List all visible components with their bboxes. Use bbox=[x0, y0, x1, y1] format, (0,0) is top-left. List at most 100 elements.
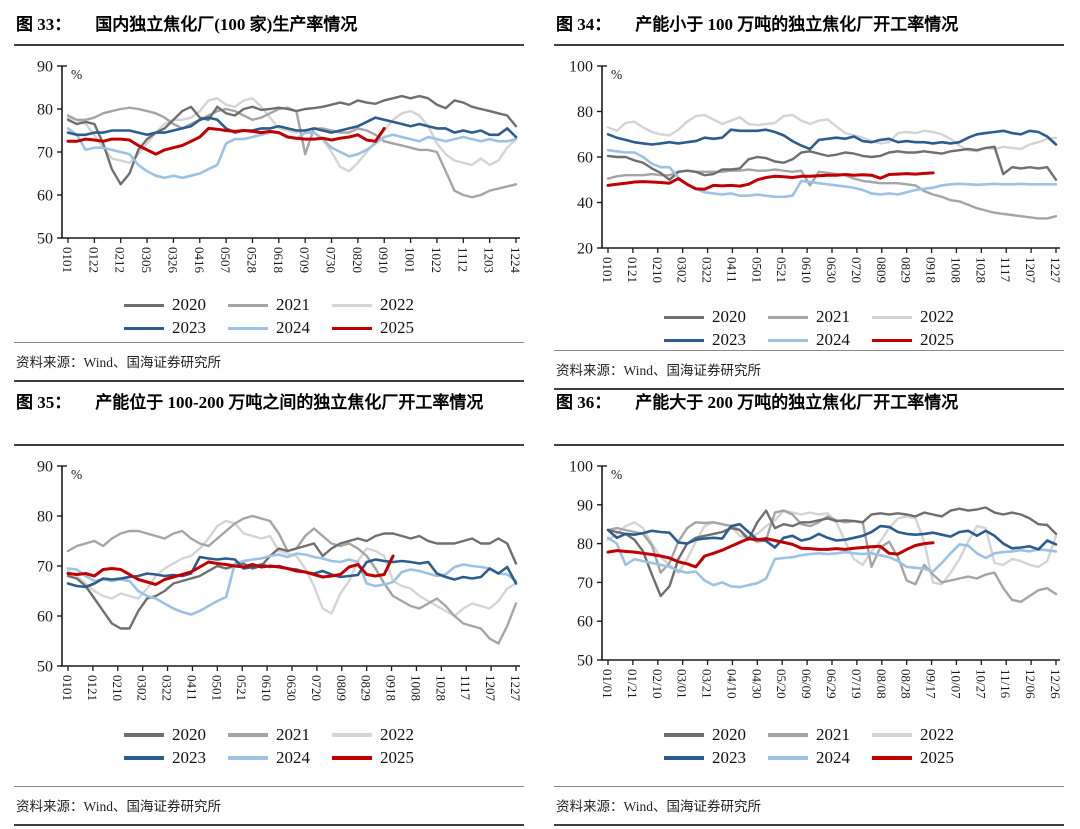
x-tick-label: 1112 bbox=[455, 247, 470, 272]
legend-line-swatch-2021 bbox=[228, 303, 268, 308]
x-tick-label: 1224 bbox=[508, 247, 523, 274]
y-tick-label: 20 bbox=[577, 241, 593, 258]
chart-canvas: 50 60 70 80 90 0101 0122 0212 0305 0326 0416 0507 05… bbox=[37, 59, 523, 274]
source-note: 资料来源：Wind、国海证券研究所 bbox=[14, 342, 524, 382]
x-tick-label: 0101 bbox=[60, 247, 75, 273]
legend-item-label: 2025 bbox=[920, 330, 954, 350]
y-tick-label: 90 bbox=[577, 497, 593, 514]
figure-title-text: 产能位于 100-200 万吨之间的独立焦化厂开工率情况 bbox=[95, 393, 484, 412]
series-line-2023 bbox=[606, 128, 1058, 151]
legend-item-label: 2023 bbox=[172, 748, 206, 767]
legend-item-label: 2023 bbox=[712, 748, 746, 767]
chart-area-35: 50 60 70 80 90 0101 0121 0210 0302 0322 0411 0501 05… bbox=[14, 452, 524, 723]
legend-item-2021: 2021 bbox=[228, 295, 310, 315]
x-tick-label: 0918 bbox=[924, 257, 939, 283]
x-tick-label: 1028 bbox=[433, 675, 448, 701]
x-tick-label: 0411 bbox=[184, 675, 199, 701]
legend-row: 2023 2024 2025 bbox=[664, 330, 954, 350]
x-tick-label: 07/19 bbox=[849, 669, 864, 699]
series-line-2021 bbox=[606, 168, 1058, 220]
x-tick-label: 0501 bbox=[749, 257, 764, 283]
x-tick-label: 08/08 bbox=[874, 669, 889, 699]
x-tick-label: 12/06 bbox=[1023, 669, 1038, 699]
chart-area-33: 50 60 70 80 90 0101 0122 0212 0305 0326 0416 0507 05… bbox=[14, 52, 524, 293]
x-tick-label: 0302 bbox=[135, 675, 150, 701]
series-line-2024 bbox=[606, 536, 1058, 589]
x-tick-label: 08/28 bbox=[899, 669, 914, 699]
legend-item-2025: 2025 bbox=[872, 330, 954, 350]
legend-line-swatch-2024 bbox=[768, 756, 808, 760]
x-tick-label: 0411 bbox=[724, 257, 739, 283]
legend-item-2020: 2020 bbox=[664, 307, 746, 327]
x-tick-label: 0210 bbox=[110, 675, 125, 701]
legend-line-swatch-2025 bbox=[872, 338, 912, 343]
x-tick-label: 04/10 bbox=[724, 669, 739, 699]
x-tick-label: 10/27 bbox=[973, 669, 988, 699]
source-text: 资料来源：Wind、国海证券研究所 bbox=[16, 355, 221, 370]
series-line-2020 bbox=[66, 95, 518, 186]
x-tick-label: 0528 bbox=[244, 247, 259, 273]
x-tick-label: 1001 bbox=[403, 247, 418, 273]
y-tick-label: 60 bbox=[37, 188, 53, 205]
y-tick-label: 60 bbox=[577, 614, 593, 631]
chart-area-36: 50 60 70 80 90 100 01/01 01/21 02/10 03/01 03/21 04… bbox=[554, 452, 1064, 723]
x-tick-label: 10/07 bbox=[948, 669, 963, 699]
chart-canvas: 50 60 70 80 90 100 01/01 01/21 02/10 03/01 03/21 04… bbox=[569, 459, 1063, 700]
y-tick-label: 90 bbox=[37, 59, 53, 76]
y-tick-label: 80 bbox=[37, 509, 53, 526]
figure-33-panel: 图 33： 国内独立焦化厂(100 家)生产率情况 50 60 70 80 90 0101… bbox=[0, 4, 540, 382]
legend-item-label: 2024 bbox=[816, 748, 850, 767]
series-line-2020 bbox=[606, 506, 1058, 598]
x-tick-label: 12/26 bbox=[1048, 669, 1063, 699]
x-tick-label: 0121 bbox=[625, 257, 640, 283]
x-tick-label: 03/01 bbox=[675, 669, 690, 699]
series-lines bbox=[606, 114, 1058, 220]
series-line-2025 bbox=[66, 554, 395, 586]
figure-number: 图 35： bbox=[16, 393, 72, 412]
x-tick-label: 1207 bbox=[483, 675, 498, 702]
axes: 20 40 60 80 100 0101 0121 0210 0302 0322 0411 0501 0… bbox=[569, 59, 1063, 284]
legend-item-2024: 2024 bbox=[228, 318, 310, 338]
x-tick-label: 0416 bbox=[192, 247, 207, 274]
legend-item-label: 2022 bbox=[380, 295, 414, 315]
x-tick-label: 06/09 bbox=[799, 669, 814, 699]
figure-number: 图 36： bbox=[556, 393, 612, 412]
legend-item-2022: 2022 bbox=[332, 295, 414, 315]
y-tick-label: 100 bbox=[569, 459, 593, 476]
x-tick-label: 0630 bbox=[824, 257, 839, 283]
figure-33-title: 图 33： 国内独立焦化厂(100 家)生产率情况 bbox=[14, 6, 524, 47]
x-tick-label: 06/29 bbox=[824, 669, 839, 699]
legend-line-swatch-2022 bbox=[332, 733, 372, 737]
series-line-2023 bbox=[66, 116, 518, 139]
legend-item-label: 2023 bbox=[172, 318, 206, 338]
legend-item-2025: 2025 bbox=[332, 318, 414, 338]
x-tick-label: 0610 bbox=[799, 257, 814, 283]
source-note: 资料来源：Wind、国海证券研究所 bbox=[554, 350, 1064, 391]
legend-row: 2020 2021 2022 bbox=[664, 725, 954, 745]
legend-line-swatch-2021 bbox=[768, 315, 808, 320]
axes: 50 60 70 80 90 0101 0122 0212 0305 0326 0416 0507 05… bbox=[37, 59, 523, 274]
figure-36-panel: 图 36： 产能大于 200 万吨的独立焦化厂开工率情况 50 60 70 80 90 1… bbox=[540, 382, 1080, 826]
series-line-2021 bbox=[66, 514, 518, 645]
x-tick-label: 0809 bbox=[874, 257, 889, 283]
x-tick-label: 0501 bbox=[209, 675, 224, 701]
series-lines bbox=[606, 506, 1058, 604]
x-tick-label: 01/21 bbox=[625, 669, 640, 699]
y-tick-label: 80 bbox=[577, 536, 593, 553]
legend-row: 2020 2021 2022 bbox=[124, 295, 414, 315]
legend-line-swatch-2023 bbox=[124, 326, 164, 331]
legend-item-2020: 2020 bbox=[664, 725, 746, 745]
legend-34: 2020 2021 2022 2023 2024 2025 bbox=[554, 307, 1064, 350]
legend-item-2024: 2024 bbox=[768, 748, 850, 768]
legend-item-label: 2021 bbox=[816, 725, 850, 744]
x-tick-label: 0630 bbox=[284, 675, 299, 701]
x-tick-label: 0918 bbox=[384, 675, 399, 701]
x-tick-label: 1227 bbox=[1048, 257, 1063, 284]
legend-line-swatch-2020 bbox=[124, 303, 164, 308]
y-tick-label: 50 bbox=[37, 231, 53, 248]
series-line-2025 bbox=[66, 127, 386, 157]
legend-item-label: 2024 bbox=[276, 748, 310, 767]
legend-item-label: 2021 bbox=[276, 295, 310, 315]
x-tick-label: 1207 bbox=[1023, 257, 1038, 284]
x-tick-label: 0212 bbox=[113, 247, 128, 273]
